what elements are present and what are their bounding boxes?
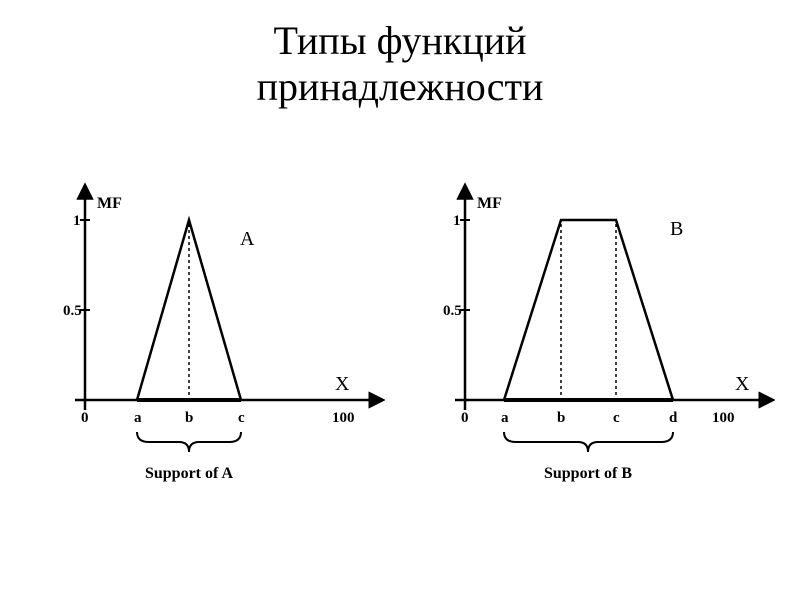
- xtick-label-0: 0: [81, 410, 89, 426]
- membership-curve-b: [504, 220, 673, 400]
- xtick-label-d: d: [669, 410, 678, 426]
- title-line-1: Типы функций: [273, 18, 526, 63]
- xtick-label-0: 0: [461, 410, 469, 426]
- support-label-a: Support of A: [145, 465, 233, 482]
- xtick-label-100: 100: [332, 410, 355, 426]
- page-title: Типы функций принадлежности: [0, 18, 800, 110]
- chart-b-panel: 0.5 1 MF 0 a b c d 100 X: [415, 180, 775, 510]
- set-letter-a: A: [240, 228, 255, 250]
- support-brace-b: [504, 432, 673, 452]
- xtick-label-c: c: [238, 410, 245, 426]
- x-axis-label: X: [735, 373, 750, 395]
- xtick-label-b: b: [185, 410, 193, 426]
- ytick-label-1: 1: [453, 213, 461, 229]
- xtick-label-b: b: [557, 410, 565, 426]
- ytick-label-1: 1: [73, 213, 81, 229]
- page: { "title_line1": "Типы функций", "title_…: [0, 0, 800, 600]
- xtick-label-a: a: [134, 410, 142, 426]
- title-line-2: принадлежности: [257, 64, 544, 109]
- x-axis-label: X: [335, 373, 350, 395]
- support-label-b: Support of B: [544, 465, 632, 482]
- set-letter-b: B: [670, 218, 683, 240]
- y-axis-label: MF: [97, 195, 122, 212]
- chart-b-svg: 0.5 1 MF 0 a b c d 100 X: [415, 180, 775, 510]
- ytick-label-05: 0.5: [63, 303, 82, 319]
- xtick-label-100: 100: [712, 410, 735, 426]
- y-axis-label: MF: [477, 195, 502, 212]
- xtick-label-a: a: [501, 410, 509, 426]
- ytick-label-05: 0.5: [443, 303, 462, 319]
- chart-a-panel: 0.5 1 MF 0 a b c 100 X A: [25, 180, 385, 510]
- xtick-label-c: c: [613, 410, 620, 426]
- support-brace-a: [137, 432, 241, 452]
- charts-row: 0.5 1 MF 0 a b c 100 X A: [0, 180, 800, 510]
- chart-a-svg: 0.5 1 MF 0 a b c 100 X A: [25, 180, 385, 510]
